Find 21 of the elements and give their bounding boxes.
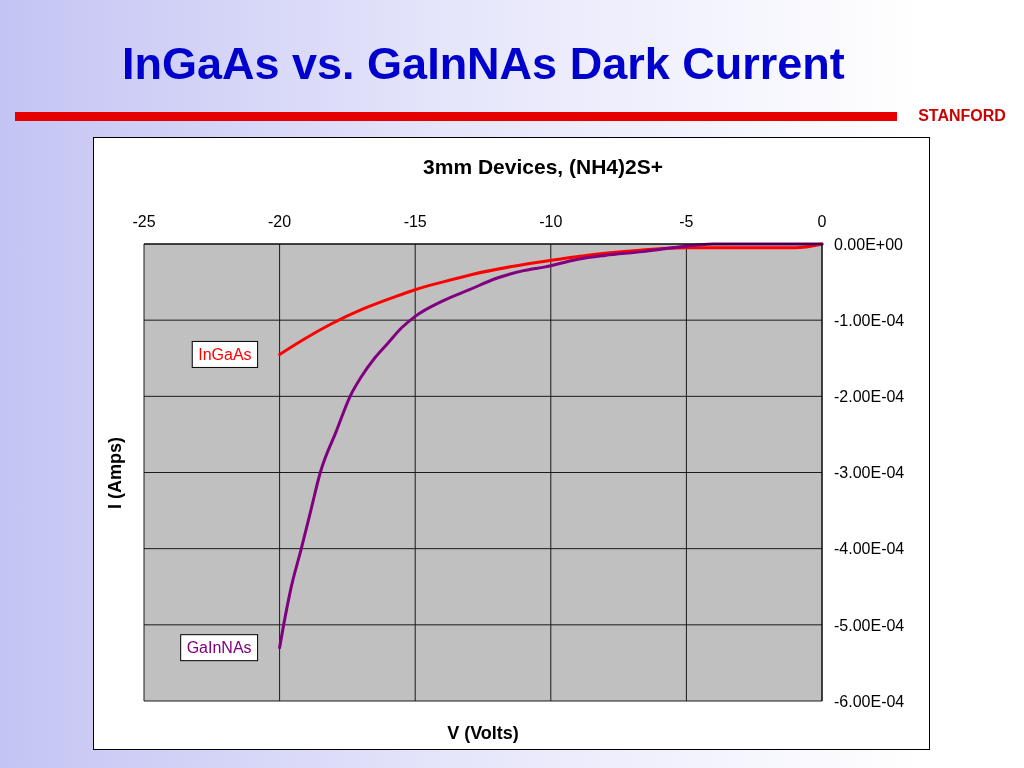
- y-axis-title: I (Amps): [104, 436, 126, 511]
- y-tick-label: 0.00E+00: [834, 235, 904, 253]
- y-tick-label: -4.00E-04: [834, 540, 905, 558]
- series-label: InGaAs: [198, 345, 252, 363]
- y-tick-label: -6.00E-04: [834, 692, 905, 710]
- line-series: [278, 242, 824, 650]
- y-tick-label: -5.00E-04: [834, 616, 905, 634]
- chart-title: InGaAs vs. GaInNAs Dark Current: [122, 38, 845, 89]
- series-label: GaInNAs: [186, 639, 252, 657]
- x-axis-title: V (Volts): [446, 722, 520, 744]
- chart-subtitle: 3mm Devices, (NH4)2S+: [422, 155, 664, 178]
- y-tick-label: -1.00E-04: [834, 311, 905, 329]
- x-tick-label: -15: [403, 213, 427, 230]
- x-tick-label: -20: [268, 213, 292, 230]
- x-tick-label: -5: [679, 213, 694, 230]
- x-tick-label: -10: [539, 213, 563, 230]
- x-tick-label: 0: [817, 213, 827, 230]
- text: STANFORD: [917, 107, 1007, 125]
- y-tick-label: -3.00E-04: [834, 464, 905, 482]
- y-tick-label: -2.00E-04: [834, 388, 905, 406]
- x-tick-label: -25: [132, 213, 156, 230]
